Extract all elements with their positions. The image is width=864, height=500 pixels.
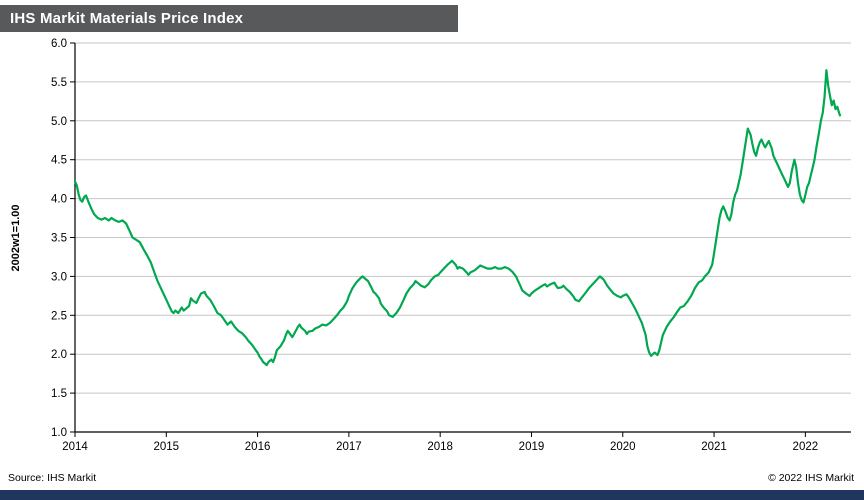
price-index-line: [73, 69, 842, 367]
x-tick-label: 2015: [153, 441, 179, 453]
x-tick-label: 2017: [336, 441, 362, 453]
x-tick-label: 2016: [245, 441, 271, 453]
y-tick-label: 1.5: [51, 388, 67, 400]
footer-bar: [0, 490, 864, 500]
y-tick-label: 4.0: [51, 194, 67, 206]
y-tick-label: 2.5: [51, 310, 67, 322]
y-tick-label: 6.0: [51, 38, 67, 50]
title-bar: IHS Markit Materials Price Index: [0, 5, 458, 32]
y-tick-label: 5.0: [51, 116, 67, 128]
x-tick-label: 2019: [519, 441, 545, 453]
source-note: Source: IHS Markit: [8, 472, 97, 484]
chart-title: IHS Markit Materials Price Index: [10, 10, 244, 27]
x-tick-label: 2018: [427, 441, 453, 453]
y-tick-label: 4.5: [51, 155, 67, 167]
y-tick-label: 3.5: [51, 233, 67, 245]
y-tick-label: 1.0: [51, 427, 67, 439]
x-tick-label: 2020: [610, 441, 636, 453]
copyright-note: © 2022 IHS Markit: [768, 472, 854, 484]
y-tick-label: 3.0: [51, 271, 67, 283]
x-tick-label: 2022: [793, 441, 819, 453]
y-tick-label: 5.5: [51, 77, 67, 89]
y-tick-label: 2.0: [51, 349, 67, 361]
x-tick-label: 2014: [62, 441, 88, 453]
x-tick-label: 2021: [701, 441, 727, 453]
